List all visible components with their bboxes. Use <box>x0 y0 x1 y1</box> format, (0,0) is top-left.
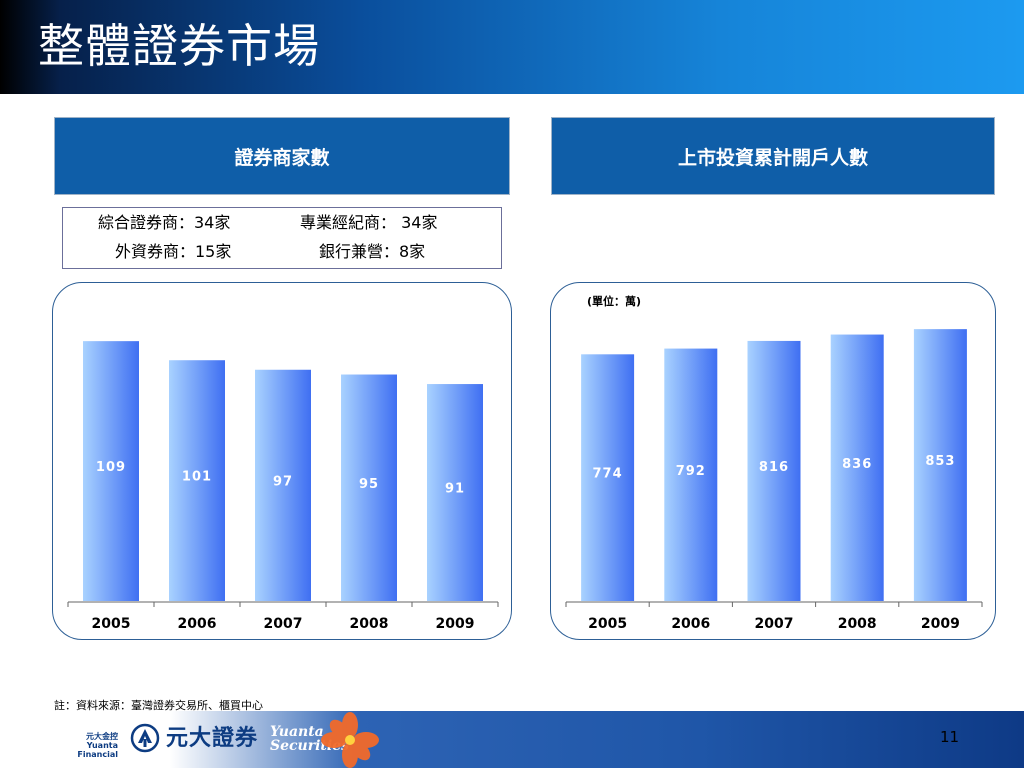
title-bar: 整體證券市場 <box>0 0 1024 94</box>
brand-small-cn: 元大金控 <box>86 732 118 741</box>
unit-label: (單位：萬) <box>587 295 642 308</box>
broker-count-bar-2008 <box>341 374 397 601</box>
accounts-category-label-2006: 2006 <box>671 616 710 632</box>
broker-count-data-label-2005: 109 <box>96 460 126 475</box>
accounts-category-label-2009: 2009 <box>921 616 960 632</box>
accounts-bar-2008 <box>830 334 884 601</box>
right-panel-header: 上市投資累計開戶人數 <box>551 117 995 195</box>
accounts-data-label-2009: 853 <box>925 454 955 469</box>
professional-brokers-count: 專業經紀商： 34家 <box>300 213 438 232</box>
broker-count-data-label-2006: 101 <box>182 470 212 485</box>
bank-brokers-count: 銀行兼營：8家 <box>319 242 426 261</box>
broker-count-chart-svg: 109 2005 101 2006 97 2007 95 2008 91 2009 <box>67 341 499 632</box>
broker-count-category-label-2006: 2006 <box>178 616 217 632</box>
footer-bar: 元大金控 Yuanta Financial 元大證券 Yuanta Securi… <box>0 711 1024 768</box>
yuanta-emblem-icon <box>130 723 160 753</box>
broker-count-bar-2009 <box>427 384 483 601</box>
broker-count-bar-2007 <box>255 369 311 601</box>
accounts-data-label-2005: 774 <box>593 467 623 482</box>
brand-cn-name: 元大證券 <box>166 726 259 751</box>
accounts-bar-2009 <box>913 329 967 601</box>
left-panel-header: 證券商家數 <box>54 117 510 195</box>
source-footnote: 註：資料來源：臺灣證券交易所、櫃買中心 <box>54 699 263 712</box>
accounts-bar-2007 <box>747 340 801 601</box>
broker-count-data-label-2007: 97 <box>273 474 293 489</box>
broker-count-bar-2006 <box>169 360 225 601</box>
accounts-chart-svg: 774 2005 792 2006 816 2007 836 2008 853 2009 <box>565 329 983 632</box>
foreign-brokers-count: 外資券商：15家 <box>115 242 232 261</box>
accounts-data-label-2006: 792 <box>676 464 706 479</box>
accounts-chart: (單位：萬) 774 2005 792 2006 816 2007 836 2008 853 20… <box>550 282 996 640</box>
broker-breakdown-box: 綜合證券商：34家 專業經紀商： 34家 外資券商：15家 銀行兼營：8家 <box>62 207 502 269</box>
page-number: 11 <box>940 728 960 746</box>
brand-en-line1: Yuanta <box>270 724 324 740</box>
broker-count-data-label-2009: 91 <box>445 482 465 497</box>
yuanta-financial-logo: 元大金控 Yuanta Financial <box>54 732 118 759</box>
broker-count-category-label-2008: 2008 <box>350 616 389 632</box>
accounts-category-label-2008: 2008 <box>838 616 877 632</box>
accounts-bar-2005 <box>581 354 635 601</box>
accounts-category-label-2005: 2005 <box>588 616 627 632</box>
accounts-bar-2006 <box>664 348 718 601</box>
accounts-data-label-2008: 836 <box>842 457 872 472</box>
broker-count-category-label-2009: 2009 <box>436 616 475 632</box>
broker-count-chart: 109 2005 101 2006 97 2007 95 2008 91 2009 <box>52 282 512 640</box>
integrated-brokers-count: 綜合證券商：34家 <box>98 213 231 232</box>
broker-count-category-label-2005: 2005 <box>92 616 131 632</box>
broker-count-data-label-2008: 95 <box>359 477 379 492</box>
page-title: 整體證券市場 <box>38 19 320 73</box>
broker-count-bar-2005 <box>83 341 139 601</box>
flower-decoration-icon <box>321 712 379 768</box>
accounts-category-label-2007: 2007 <box>755 616 794 632</box>
brand-small-en: Yuanta Financial <box>77 741 118 759</box>
accounts-data-label-2007: 816 <box>759 460 789 475</box>
broker-count-category-label-2007: 2007 <box>264 616 303 632</box>
